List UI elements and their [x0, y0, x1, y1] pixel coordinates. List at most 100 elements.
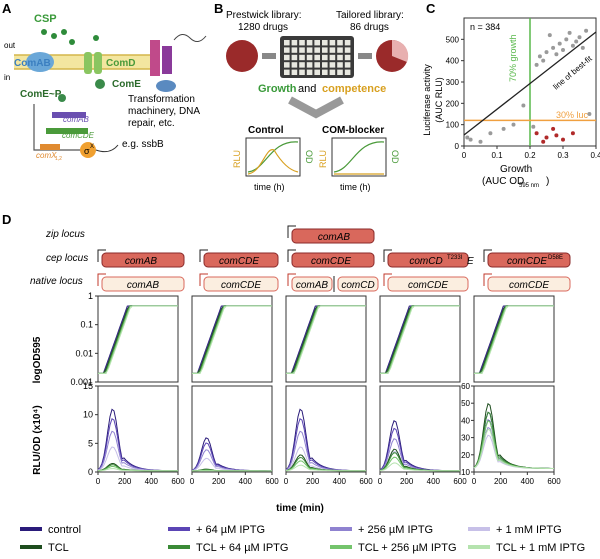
bottom-ylabel: RLU/OD (x10⁴): [32, 405, 43, 474]
native-gene-box: [487, 276, 571, 292]
cep-gene-label: comAB: [125, 256, 158, 267]
legend-label: control: [48, 524, 81, 536]
c-highlight-point: [561, 137, 565, 142]
well: [299, 62, 305, 68]
cep-locus-label: cep locus: [46, 253, 88, 264]
well: [337, 47, 343, 53]
c-x-tick-label: 0: [462, 151, 467, 160]
c-xlabel-sub: 595 nm: [519, 183, 539, 189]
d-x-tick-label: 200: [400, 477, 414, 486]
d-x-tick-label: 600: [547, 477, 561, 486]
comd-receptor: [94, 52, 102, 74]
machinery-protein: [162, 46, 172, 74]
od-plot-frame: [97, 295, 179, 383]
c-xlabel-2: (AUC OD: [482, 176, 524, 187]
legend-label: + 64 µM IPTG: [196, 524, 265, 536]
in-label: in: [4, 73, 10, 82]
tailored-line-2: 86 drugs: [350, 22, 389, 33]
c-point: [574, 39, 579, 44]
comcde-gene-label: comCDE: [62, 131, 95, 140]
od-curve: [98, 305, 178, 374]
c-point: [534, 62, 539, 67]
well: [306, 40, 313, 46]
zip-locus-label: zip locus: [45, 229, 85, 240]
od-plot-frame: [379, 295, 461, 383]
d-x-tick-label: 600: [265, 477, 279, 486]
cep-gene-box: [101, 252, 185, 268]
native-promoter-arrow: [199, 273, 208, 286]
cep-gene-superscript: D58E: [548, 255, 563, 261]
well: [314, 69, 320, 75]
sigma-sup-label: X: [90, 144, 94, 150]
c-x-tick-label: 0.4: [590, 151, 600, 160]
well: [299, 40, 305, 46]
c-y-ticks: 0 100 200 300 400 500: [446, 35, 464, 151]
well: [306, 69, 313, 75]
rlu-y-tick-label: 10: [461, 468, 470, 477]
cep-gene-label: comCDE: [311, 256, 351, 267]
native-gene-label: comCDE: [509, 280, 549, 291]
panel-c-letter: C: [426, 1, 436, 16]
panel-b-letter: B: [214, 1, 223, 16]
control-od-curve: [247, 141, 299, 173]
come-label: ComE: [112, 79, 141, 90]
well: [306, 47, 313, 53]
c-y-tick-label: 300: [446, 78, 460, 87]
legend-label: TCL + 256 µM IPTG: [358, 542, 457, 554]
sigma-arrow: [95, 144, 119, 153]
c-xlabel-end: ): [546, 176, 549, 187]
c-point: [465, 135, 470, 140]
well: [337, 62, 343, 68]
rlu-curve: [191, 437, 272, 472]
od-plot-frame: [285, 295, 367, 383]
c-point: [554, 52, 559, 57]
control-mini-plot: [245, 137, 301, 177]
well: [314, 54, 320, 61]
well: [291, 54, 298, 61]
c-highlight-point: [541, 139, 546, 144]
cep-promoter-arrow: [199, 249, 208, 262]
c-point: [544, 50, 549, 55]
legend-label: TCL + 64 µM IPTG: [196, 542, 288, 554]
c-point: [580, 45, 585, 50]
csp-label: CSP: [34, 13, 57, 25]
rlu-plot-frame: [473, 385, 555, 473]
prestwick-library-icon: [226, 40, 258, 72]
come-p-protein: [58, 94, 66, 102]
well: [284, 40, 290, 46]
c-point: [570, 43, 575, 48]
c-x-tick-label: 0.1: [491, 151, 503, 160]
well: [314, 47, 320, 53]
c-highlight-point: [551, 126, 556, 131]
d-growth-luminescence-plots: 0 200 400 600 0 200 400 600 0 200 400 600 0 200 400 600…: [70, 291, 561, 486]
native-gene-box: [203, 276, 279, 292]
d-x-tick-label: 600: [171, 477, 185, 486]
d-x-tick-label: 400: [239, 477, 253, 486]
native-promoter-arrow: [287, 273, 296, 286]
d-x-tick-label: 0: [284, 477, 289, 486]
d-x-tick-label: 400: [145, 477, 159, 486]
best-fit-line: [463, 31, 597, 136]
c-point: [541, 58, 546, 63]
machinery-line-2: machinery, DNA: [128, 106, 200, 117]
rlu-y-tick-label: 30: [461, 434, 470, 443]
native-gene-box: [101, 276, 185, 292]
od-y-tick-label: 0.1: [80, 320, 93, 330]
blocker-time-label: time (h): [340, 182, 371, 192]
out-label: out: [4, 41, 16, 50]
growth-word: Growth: [258, 83, 297, 95]
rlu-plot-frame: [379, 385, 461, 473]
prestwick-line-1: Prestwick library:: [226, 10, 302, 21]
rlu-curve: [285, 418, 366, 472]
well: [291, 47, 298, 53]
well: [344, 69, 351, 75]
comab-transporter: [26, 52, 54, 72]
rlu-curve: [97, 468, 179, 472]
down-chevron-arrow: [288, 96, 344, 119]
panel-b: B Prestwick library: 1280 drugs Tailored…: [214, 1, 409, 192]
well: [329, 62, 336, 68]
rlu-y-tick-label: 50: [461, 399, 470, 408]
od-curve: [192, 305, 272, 374]
rlu-y-tick-label: 40: [461, 416, 470, 425]
control-od-axis: OD: [304, 150, 314, 164]
